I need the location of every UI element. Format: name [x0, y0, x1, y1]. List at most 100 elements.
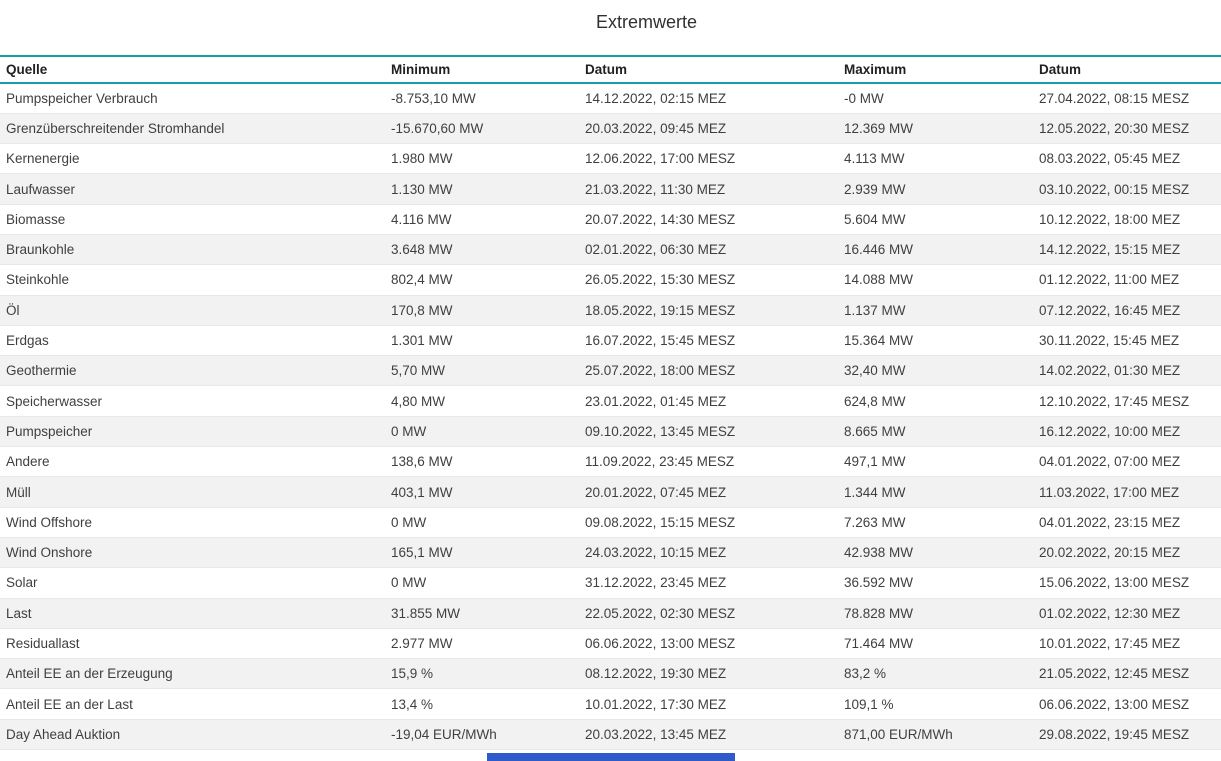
source-cell: Last — [6, 605, 32, 621]
maximum-cell: 2.939 MW — [844, 181, 906, 197]
minimum-date-cell: 25.07.2022, 18:00 MESZ — [585, 363, 736, 379]
table-row: Wind Onshore 165,1 MW 24.03.2022, 10:15 ME… — [0, 537, 1221, 568]
minimum-date-cell: 09.08.2022, 15:15 MESZ — [585, 514, 736, 530]
source-cell: Braunkohle — [6, 242, 75, 258]
minimum-date-cell: 14.12.2022, 02:15 MEZ — [585, 90, 727, 106]
minimum-cell: 5,70 MW — [391, 363, 446, 379]
maximum-date-cell: 04.01.2022, 07:00 MEZ — [1039, 454, 1181, 470]
minimum-cell: 1.130 MW — [391, 181, 453, 197]
table-row: Geothermie 5,70 MW 25.07.2022, 18:00 MESZ 3… — [0, 355, 1221, 386]
table-header: Quelle Minimum Datum Maximum Datum — [0, 55, 1221, 84]
maximum-cell: 36.592 MW — [844, 575, 914, 591]
source-cell: Speicherwasser — [6, 393, 103, 409]
maximum-cell: 1.137 MW — [844, 302, 906, 318]
table-row: Residuallast 2.977 MW 06.06.2022, 13:00 ME… — [0, 628, 1221, 659]
minimum-date-cell: 16.07.2022, 15:45 MESZ — [585, 333, 736, 349]
minimum-date-cell: 08.12.2022, 19:30 MEZ — [585, 666, 727, 682]
table-row: Pumpspeicher Verbrauch -8.753,10 MW 14.12.… — [0, 83, 1221, 114]
minimum-date-cell: 26.05.2022, 15:30 MESZ — [585, 272, 736, 288]
maximum-cell: 78.828 MW — [844, 605, 914, 621]
table-row: Solar 0 MW 31.12.2022, 23:45 MEZ 36.592 MW 1… — [0, 568, 1221, 599]
source-cell: Müll — [6, 484, 31, 500]
minimum-cell: 4.116 MW — [391, 211, 452, 227]
source-cell: Pumpspeicher — [6, 423, 93, 439]
minimum-cell: 0 MW — [391, 423, 427, 439]
maximum-date-cell: 15.06.2022, 13:00 MESZ — [1039, 575, 1190, 591]
minimum-cell: 4,80 MW — [391, 393, 446, 409]
column-header-datum-max: Datum — [1033, 55, 1221, 84]
table-row: Wind Offshore 0 MW 09.08.2022, 15:15 MESZ 7… — [0, 507, 1221, 538]
table-row: Day Ahead Auktion -19,04 EUR/MWh 20.03.202… — [0, 719, 1221, 750]
minimum-cell: 15,9 % — [391, 666, 434, 682]
maximum-date-cell: 08.03.2022, 05:45 MEZ — [1039, 151, 1181, 167]
minimum-date-cell: 31.12.2022, 23:45 MEZ — [585, 575, 727, 591]
minimum-date-cell: 18.05.2022, 19:15 MESZ — [585, 302, 736, 318]
maximum-cell: 8.665 MW — [844, 423, 906, 439]
table-row: Erdgas 1.301 MW 16.07.2022, 15:45 MESZ 15.3… — [0, 325, 1221, 356]
column-header-quelle: Quelle — [0, 55, 385, 84]
maximum-cell: 83,2 % — [844, 666, 887, 682]
maximum-date-cell: 10.12.2022, 18:00 MEZ — [1039, 211, 1181, 227]
maximum-date-cell: 12.10.2022, 17:45 MESZ — [1039, 393, 1190, 409]
maximum-date-cell: 21.05.2022, 12:45 MESZ — [1039, 666, 1190, 682]
source-cell: Erdgas — [6, 333, 49, 349]
minimum-cell: 170,8 MW — [391, 302, 453, 318]
minimum-date-cell: 20.03.2022, 13:45 MEZ — [585, 726, 727, 742]
table-row: Last 31.855 MW 22.05.2022, 02:30 MESZ 78.82… — [0, 598, 1221, 629]
minimum-cell: 3.648 MW — [391, 242, 453, 258]
source-cell: Solar — [6, 575, 38, 591]
maximum-cell: 42.938 MW — [844, 545, 914, 561]
table-row: Steinkohle 802,4 MW 26.05.2022, 15:30 MESZ… — [0, 265, 1221, 296]
maximum-date-cell: 03.10.2022, 00:15 MESZ — [1039, 181, 1190, 197]
table-row: Andere 138,6 MW 11.09.2022, 23:45 MESZ 497,… — [0, 447, 1221, 477]
minimum-cell: 0 MW — [391, 514, 427, 530]
horizontal-scrollbar-thumb[interactable] — [487, 753, 735, 761]
column-header-maximum: Maximum — [838, 55, 1033, 84]
minimum-date-cell: 20.07.2022, 14:30 MESZ — [585, 211, 736, 227]
minimum-date-cell: 11.09.2022, 23:45 MESZ — [585, 454, 735, 470]
column-header-datum-min: Datum — [579, 55, 838, 84]
maximum-cell: 497,1 MW — [844, 454, 906, 470]
minimum-date-cell: 20.03.2022, 09:45 MEZ — [585, 120, 727, 136]
minimum-date-cell: 10.01.2022, 17:30 MEZ — [585, 696, 727, 712]
maximum-cell: 871,00 EUR/MWh — [844, 726, 953, 742]
source-cell: Grenzüberschreitender Stromhandel — [6, 120, 225, 136]
page-title: Extremwerte — [595, 12, 698, 32]
table-body: Pumpspeicher Verbrauch -8.753,10 MW 14.12.… — [0, 83, 1221, 750]
minimum-cell: -15.670,60 MW — [391, 120, 484, 136]
minimum-cell: 165,1 MW — [391, 545, 453, 561]
table-row: Kernenergie 1.980 MW 12.06.2022, 17:00 MES… — [0, 144, 1221, 174]
table-row: Pumpspeicher 0 MW 09.10.2022, 13:45 MESZ 8.… — [0, 416, 1221, 447]
minimum-cell: 31.855 MW — [391, 605, 461, 621]
source-cell: Kernenergie — [6, 151, 80, 167]
source-cell: Wind Offshore — [6, 514, 93, 530]
source-cell: Day Ahead Auktion — [6, 726, 121, 742]
source-cell: Laufwasser — [6, 181, 76, 197]
minimum-cell: 1.980 MW — [391, 151, 453, 167]
maximum-date-cell: 30.11.2022, 15:45 MEZ — [1039, 333, 1180, 349]
source-cell: Steinkohle — [6, 272, 70, 288]
maximum-cell: 4.113 MW — [844, 151, 905, 167]
maximum-cell: 7.263 MW — [844, 514, 906, 530]
minimum-cell: 2.977 MW — [391, 635, 453, 651]
source-cell: Öl — [6, 302, 20, 318]
source-cell: Anteil EE an der Last — [6, 696, 133, 712]
source-cell: Geothermie — [6, 363, 77, 379]
extremwerte-table: Quelle Minimum Datum Maximum Datum Pumps… — [0, 55, 1221, 750]
maximum-cell: 624,8 MW — [844, 393, 906, 409]
maximum-date-cell: 07.12.2022, 16:45 MEZ — [1039, 302, 1181, 318]
minimum-date-cell: 21.03.2022, 11:30 MEZ — [585, 181, 726, 197]
maximum-date-cell: 14.12.2022, 15:15 MEZ — [1039, 242, 1181, 258]
minimum-date-cell: 24.03.2022, 10:15 MEZ — [585, 545, 727, 561]
maximum-cell: 32,40 MW — [844, 363, 906, 379]
source-cell: Wind Onshore — [6, 545, 93, 561]
table-row: Anteil EE an der Last 13,4 % 10.01.2022, 1… — [0, 689, 1221, 720]
maximum-date-cell: 01.12.2022, 11:00 MEZ — [1039, 272, 1180, 288]
source-cell: Anteil EE an der Erzeugung — [6, 666, 173, 682]
minimum-cell: 802,4 MW — [391, 272, 453, 288]
maximum-date-cell: 12.05.2022, 20:30 MESZ — [1039, 120, 1190, 136]
maximum-cell: 109,1 % — [844, 696, 894, 712]
minimum-date-cell: 06.06.2022, 13:00 MESZ — [585, 635, 736, 651]
maximum-cell: 16.446 MW — [844, 242, 914, 258]
minimum-date-cell: 02.01.2022, 06:30 MEZ — [585, 242, 727, 258]
